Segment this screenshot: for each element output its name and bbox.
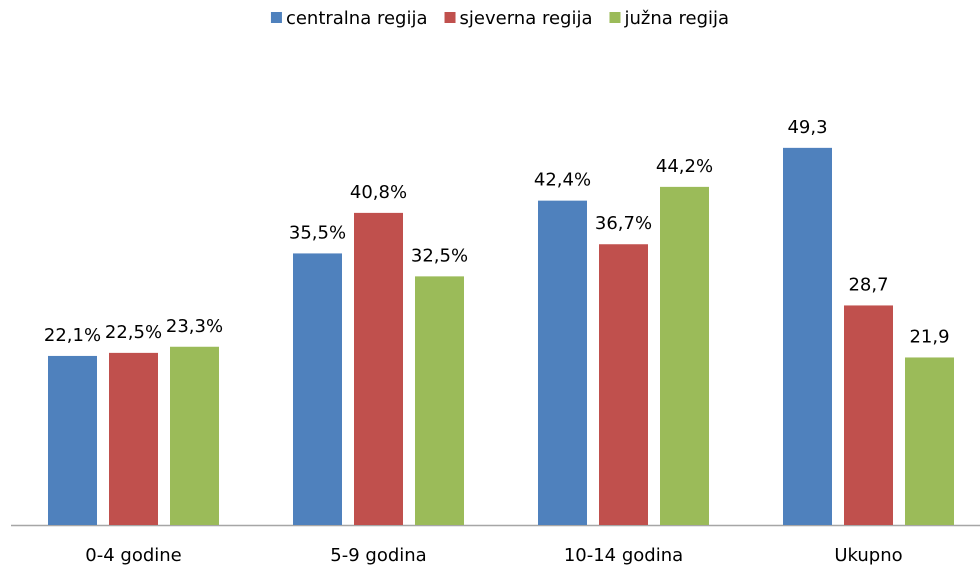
bar	[109, 352, 158, 525]
bar	[844, 305, 893, 525]
x-tick-label: 10-14 godina	[564, 545, 683, 566]
value-label: 23,3%	[166, 316, 223, 337]
value-label: 40,8%	[350, 182, 407, 203]
legend-swatch	[444, 12, 456, 23]
bar	[293, 253, 342, 526]
value-label: 28,7	[848, 274, 888, 295]
bar	[538, 200, 587, 525]
bar	[783, 147, 832, 526]
bar	[48, 355, 97, 525]
value-label: 44,2%	[656, 156, 713, 177]
legend-label: centralna regija	[286, 8, 428, 29]
bar	[599, 244, 648, 525]
bar	[905, 357, 954, 525]
value-label: 42,4%	[534, 170, 591, 191]
x-tick-label: 0-4 godine	[85, 545, 181, 566]
value-label: 22,1%	[44, 325, 101, 346]
x-tick-label: Ukupno	[834, 545, 902, 566]
value-label: 21,9	[909, 326, 949, 347]
bar	[170, 346, 219, 525]
legend-label: južna regija	[623, 8, 729, 29]
legend-swatch	[609, 12, 621, 23]
bar	[354, 212, 403, 525]
value-label: 32,5%	[411, 245, 468, 266]
legend-label: sjeverna regija	[460, 8, 593, 29]
value-label: 35,5%	[289, 222, 346, 243]
legend-swatch	[270, 12, 282, 23]
x-tick-label: 5-9 godina	[330, 545, 426, 566]
bar	[660, 186, 709, 525]
value-label: 49,3	[787, 117, 827, 138]
value-label: 36,7%	[595, 213, 652, 234]
bar	[415, 276, 464, 525]
value-label: 22,5%	[105, 322, 162, 343]
